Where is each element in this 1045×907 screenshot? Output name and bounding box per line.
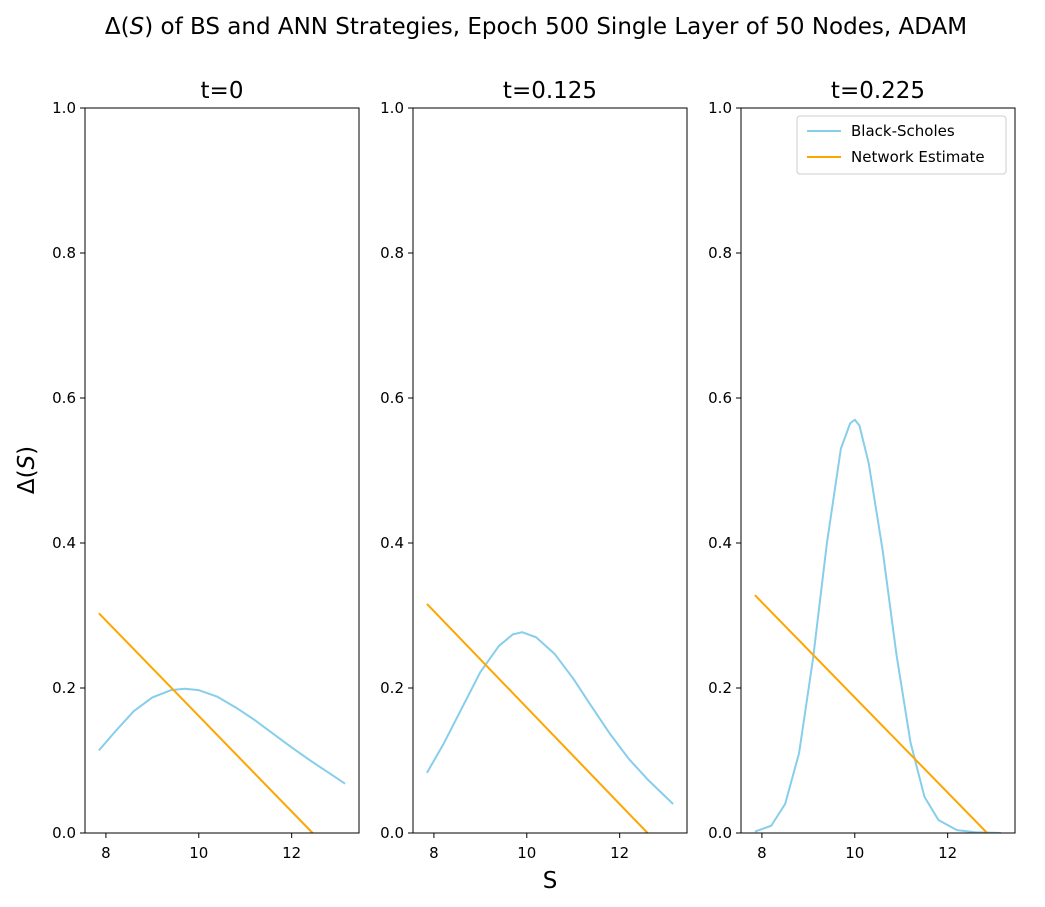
legend-label-network-estimate: Network Estimate bbox=[851, 148, 985, 166]
axes-frame bbox=[412, 107, 688, 834]
y-tick-label: 0.0 bbox=[52, 824, 76, 842]
y-axis-label: Δ(S) bbox=[14, 446, 40, 494]
axes-frame bbox=[740, 107, 1016, 834]
x-tick-label: 8 bbox=[429, 844, 439, 862]
x-tick-label: 12 bbox=[610, 844, 629, 862]
y-tick-label: 0.2 bbox=[708, 679, 732, 697]
y-tick-label: 0.2 bbox=[380, 679, 404, 697]
y-tick-label: 0.8 bbox=[380, 244, 404, 262]
y-tick-label: 0.0 bbox=[380, 824, 404, 842]
x-tick-label: 8 bbox=[101, 844, 111, 862]
y-tick-label: 0.4 bbox=[708, 534, 732, 552]
y-tick-label: 0.6 bbox=[52, 389, 76, 407]
subplot-2: 8 10 12 0.0 0.2 0.4 0.6 0.8 1.0 t=0.125 bbox=[380, 78, 688, 862]
subplot-1: 8 10 12 0.0 0.2 0.4 0.6 0.8 1.0 t=0 bbox=[52, 78, 360, 862]
y-tick-label: 0.4 bbox=[380, 534, 404, 552]
series-line-network-estimate bbox=[754, 594, 988, 833]
y-tick-label: 0.4 bbox=[52, 534, 76, 552]
series-line-black-scholes bbox=[98, 687, 346, 785]
legend: Black-Scholes Network Estimate bbox=[796, 115, 1007, 175]
x-tick-label: 10 bbox=[517, 844, 536, 862]
x-tick-label: 10 bbox=[845, 844, 864, 862]
series-line-black-scholes bbox=[754, 418, 1002, 833]
subplot-title: t=0.125 bbox=[503, 78, 597, 104]
y-tick-label: 0.6 bbox=[380, 389, 404, 407]
y-tick-label: 0.0 bbox=[708, 824, 732, 842]
figure-title: Δ(S) of BS and ANN Strategies, Epoch 500… bbox=[105, 14, 967, 40]
x-tick-label: 10 bbox=[189, 844, 208, 862]
y-tick-label: 0.8 bbox=[52, 244, 76, 262]
y-tick-label: 1.0 bbox=[708, 99, 732, 117]
y-tick-label: 0.2 bbox=[52, 679, 76, 697]
legend-frame bbox=[796, 115, 1007, 175]
subplot-title: t=0.225 bbox=[831, 78, 925, 104]
subplots: 8 10 12 0.0 0.2 0.4 0.6 0.8 1.0 t=0 8 10 12 0.0 0.2 0.4… bbox=[52, 78, 1016, 862]
x-tick-label: 8 bbox=[757, 844, 767, 862]
y-tick-label: 1.0 bbox=[52, 99, 76, 117]
subplot-3: 8 10 12 0.0 0.2 0.4 0.6 0.8 1.0 t=0.225 bbox=[708, 78, 1016, 862]
subplot-title: t=0 bbox=[201, 78, 244, 104]
y-tick-label: 0.6 bbox=[708, 389, 732, 407]
axes-frame bbox=[84, 107, 360, 834]
x-tick-label: 12 bbox=[938, 844, 957, 862]
series-line-network-estimate bbox=[98, 612, 314, 833]
series-line-black-scholes bbox=[426, 631, 674, 805]
x-tick-label: 12 bbox=[282, 844, 301, 862]
series-line-network-estimate bbox=[426, 603, 649, 833]
legend-label-black-scholes: Black-Scholes bbox=[851, 122, 955, 140]
y-tick-label: 0.8 bbox=[708, 244, 732, 262]
x-axis-label: S bbox=[543, 868, 558, 894]
y-tick-label: 1.0 bbox=[380, 99, 404, 117]
